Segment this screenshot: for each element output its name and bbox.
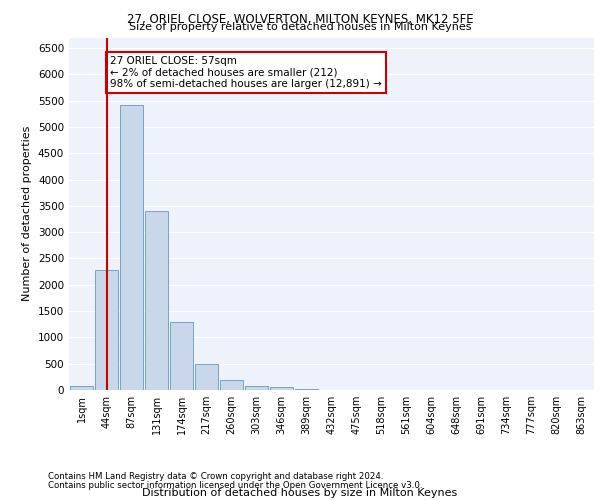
Text: Distribution of detached houses by size in Milton Keynes: Distribution of detached houses by size … [142, 488, 458, 498]
Bar [195, 364, 218, 390]
Text: 27 ORIEL CLOSE: 57sqm
← 2% of detached houses are smaller (212)
98% of semi-deta: 27 ORIEL CLOSE: 57sqm ← 2% of detached h… [110, 56, 382, 89]
Bar [170, 322, 193, 390]
Bar [95, 270, 118, 390]
Text: Size of property relative to detached houses in Milton Keynes: Size of property relative to detached ho… [129, 22, 471, 32]
Text: Contains public sector information licensed under the Open Government Licence v3: Contains public sector information licen… [48, 481, 422, 490]
Y-axis label: Number of detached properties: Number of detached properties [22, 126, 32, 302]
Bar [70, 386, 93, 390]
Text: 27, ORIEL CLOSE, WOLVERTON, MILTON KEYNES, MK12 5FE: 27, ORIEL CLOSE, WOLVERTON, MILTON KEYNE… [127, 12, 473, 26]
Bar [245, 386, 268, 390]
Bar [145, 211, 168, 390]
Bar [220, 380, 243, 390]
Bar [295, 389, 318, 390]
Bar [120, 104, 143, 390]
Bar [270, 388, 293, 390]
Text: Contains HM Land Registry data © Crown copyright and database right 2024.: Contains HM Land Registry data © Crown c… [48, 472, 383, 481]
